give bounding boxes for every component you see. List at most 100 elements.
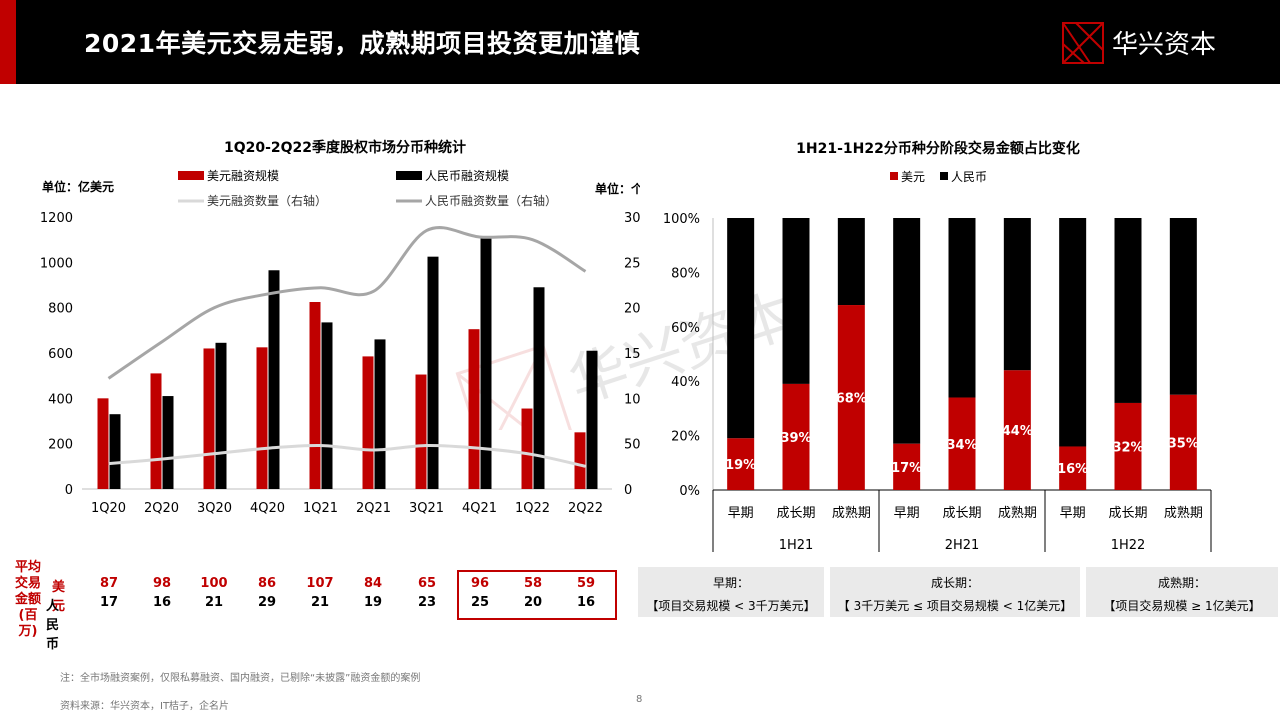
footnote-note: 注：全市场融资案例，仅限私募融资、国内融资，已剔除“未披露”融资金额的案例 (60, 673, 421, 684)
avg-rmb-value: 21 (310, 595, 330, 610)
rmb-share-bar (1003, 218, 1031, 371)
y-tick-label: 60% (671, 321, 700, 336)
legend-usd-bar: 美元融资规模 (207, 168, 279, 183)
rmb-bar (374, 339, 386, 489)
x-tick-label: 1Q21 (303, 501, 338, 516)
y2-tick-label: 50 (624, 438, 640, 453)
x-tick-label: 4Q20 (250, 501, 285, 516)
usd-share-bar (948, 397, 976, 490)
y2-tick-label: 300 (624, 211, 640, 226)
y2-tick-label: 150 (624, 347, 640, 362)
avg-usd-value: 86 (257, 576, 277, 591)
avg-header-line3: 金额 (14, 592, 41, 607)
watermark: 华兴资本 (455, 280, 802, 430)
avg-rmb-value: 29 (257, 595, 277, 610)
y-tick-label: 1000 (40, 256, 73, 271)
rmb-count-line (107, 226, 587, 380)
page-title: 2021年美元交易走弱，成熟期项目投资更加谨慎 (84, 29, 641, 58)
usd-share-bar (893, 443, 921, 490)
x-category-label: 早期 (1060, 506, 1086, 521)
rmb-bar (215, 342, 227, 489)
chart2-title: 1H21-1H22分币种分阶段交易金额占比变化 (796, 140, 1080, 157)
avg-rmb-value: 20 (523, 595, 543, 610)
usd-share-bar (1114, 402, 1142, 490)
rmb-bar (268, 270, 280, 489)
y-tick-label: 1200 (40, 211, 73, 226)
chart1-right-unit: 单位：个 (595, 181, 640, 196)
avg-rmb-value: 19 (363, 595, 383, 610)
avg-header-line1: 平均 (14, 560, 41, 575)
rmb-share-bar (1169, 218, 1197, 395)
def-growth-stage: 成长期： (930, 576, 979, 590)
x-category-label: 早期 (894, 506, 920, 521)
rmb-share-bar (1114, 218, 1142, 403)
header-accent (0, 0, 16, 84)
chart1-legend: 美元融资规模 人民币融资规模 美元融资数量（右轴） 人民币融资数量（右轴） (178, 168, 557, 208)
usd-share-label: 32% (1112, 440, 1143, 455)
usd-bar (203, 348, 215, 489)
avg-rmb-value: 16 (152, 595, 172, 610)
legend-rmb-line: 人民币融资数量（右轴） (425, 193, 557, 208)
chart1-left-unit: 单位：亿美元 (42, 179, 114, 194)
usd-share-bar (1003, 370, 1031, 490)
avg-usd-value: 58 (523, 576, 543, 591)
def-early-desc: 【项目交易规模 < 3千万美元】 (646, 599, 816, 613)
usd-share-label: 34% (946, 438, 977, 453)
legend-rmb-swatch (940, 172, 948, 180)
y2-tick-label: 100 (624, 392, 640, 407)
def-early-stage: 早期： (712, 576, 749, 590)
logo-mark-icon (1062, 22, 1104, 64)
def-early: 早期： 【项目交易规模 < 3千万美元】 (638, 567, 824, 617)
legend-rmb-bar-swatch (396, 171, 422, 180)
usd-bar (521, 408, 533, 489)
usd-bar (309, 302, 321, 489)
y-tick-label: 80% (671, 266, 700, 281)
group-label: 1H21 (779, 538, 814, 553)
group-label: 2H21 (945, 538, 980, 553)
def-mature-stage: 成熟期： (1157, 576, 1206, 590)
y-tick-label: 40% (671, 375, 700, 390)
stage-share-chart: 1H21-1H22分币种分阶段交易金额占比变化 美元 人民币 0% 20% 40% 6… (663, 140, 1212, 553)
header-bar: 2021年美元交易走弱，成熟期项目投资更加谨慎 华兴资本 (0, 0, 1280, 84)
x-category-label: 成熟期 (832, 505, 871, 521)
avg-usd-value: 59 (576, 576, 596, 591)
y2-tick-label: 250 (624, 256, 640, 271)
rmb-share-bar (948, 218, 976, 398)
usd-share-label: 44% (1002, 424, 1033, 439)
x-category-label: 成长期 (776, 506, 815, 521)
usd-share-label: 39% (780, 431, 811, 446)
highlight-box-2021-2022 (457, 570, 617, 620)
rmb-bar (162, 396, 174, 489)
avg-usd-value: 87 (99, 576, 119, 591)
legend-usd-bar-swatch (178, 171, 204, 180)
usd-bar (97, 398, 109, 489)
avg-usd-label: 美元 (52, 580, 66, 614)
x-tick-label: 3Q21 (409, 501, 444, 516)
rmb-share-bar (837, 218, 865, 306)
rmb-share-bar (1059, 218, 1087, 447)
usd-bar (415, 374, 427, 489)
usd-share-bar (1059, 446, 1087, 490)
x-tick-label: 1Q22 (515, 501, 550, 516)
usd-share-label: 35% (1168, 436, 1199, 451)
rmb-bar (533, 287, 545, 489)
footnote-source: 资料来源：华兴资本，IT桔子，企名片 (60, 701, 230, 712)
avg-usd-value: 107 (306, 576, 334, 591)
rmb-bar (321, 322, 333, 489)
usd-bar (150, 373, 162, 489)
avg-rmb-value: 16 (576, 595, 596, 610)
usd-bar (362, 356, 374, 489)
y2-tick-label: 0 (624, 483, 632, 498)
usd-share-label: 17% (891, 461, 922, 476)
def-growth: 成长期： 【 3千万美元 ≤ 项目交易规模 < 1亿美元】 (830, 567, 1080, 617)
y2-tick-label: 200 (624, 302, 640, 317)
x-category-label: 成熟期 (998, 505, 1037, 521)
avg-header-line2: 交易 (14, 576, 41, 591)
page-number: 8 (636, 694, 643, 705)
usd-bar (256, 347, 268, 489)
y-tick-label: 0% (679, 484, 700, 499)
group-label: 1H22 (1111, 538, 1146, 553)
avg-usd-value: 100 (200, 576, 228, 591)
def-mature: 成熟期： 【项目交易规模 ≥ 1亿美元】 (1086, 567, 1278, 617)
avg-usd-value: 98 (152, 576, 172, 591)
